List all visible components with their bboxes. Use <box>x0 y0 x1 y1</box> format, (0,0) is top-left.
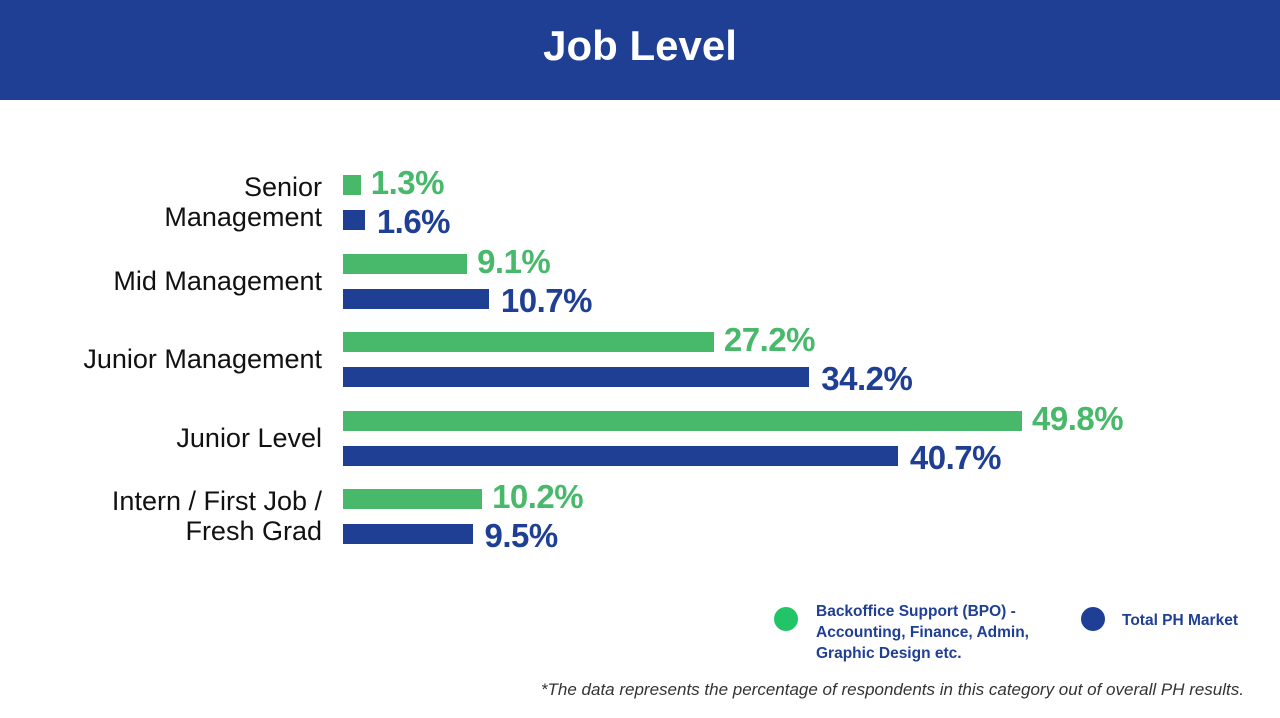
value-label: 10.7% <box>500 281 593 319</box>
value-label: 1.6% <box>376 203 451 240</box>
bar <box>343 489 483 509</box>
value-label: 1.3% <box>370 164 445 201</box>
category-label: Junior Level <box>176 422 322 453</box>
value-label: 27.2% <box>723 321 816 358</box>
chart-title: Job Level <box>543 22 737 69</box>
bar <box>343 210 365 230</box>
bar <box>343 367 810 387</box>
category-label: Mid Management <box>113 265 322 296</box>
value-label: 9.1% <box>477 242 551 280</box>
footnote: *The data represents the percentage of r… <box>540 680 1244 699</box>
value-label: 49.8% <box>1032 399 1124 437</box>
legend-marker <box>774 607 798 631</box>
header: Job Level <box>0 0 1280 100</box>
bar <box>343 253 468 274</box>
bar <box>343 332 714 352</box>
bar <box>343 410 1022 431</box>
category-label: Senior Management <box>164 172 322 232</box>
value-label: 34.2% <box>821 360 913 397</box>
bar <box>343 445 898 466</box>
bar <box>343 524 473 544</box>
legend-label: Total PH Market <box>1122 612 1238 629</box>
value-label: 9.5% <box>484 517 559 554</box>
legend-marker <box>1081 607 1105 631</box>
legend-label: Backoffice Support (BPO) - Accounting, F… <box>816 603 1029 662</box>
category-label: Intern / First Job / Fresh Grad <box>111 486 322 546</box>
value-label: 10.2% <box>492 478 584 515</box>
bar <box>343 175 361 195</box>
category-label: Junior Management <box>83 344 322 374</box>
value-label: 40.7% <box>909 438 1002 476</box>
bar <box>343 288 489 309</box>
